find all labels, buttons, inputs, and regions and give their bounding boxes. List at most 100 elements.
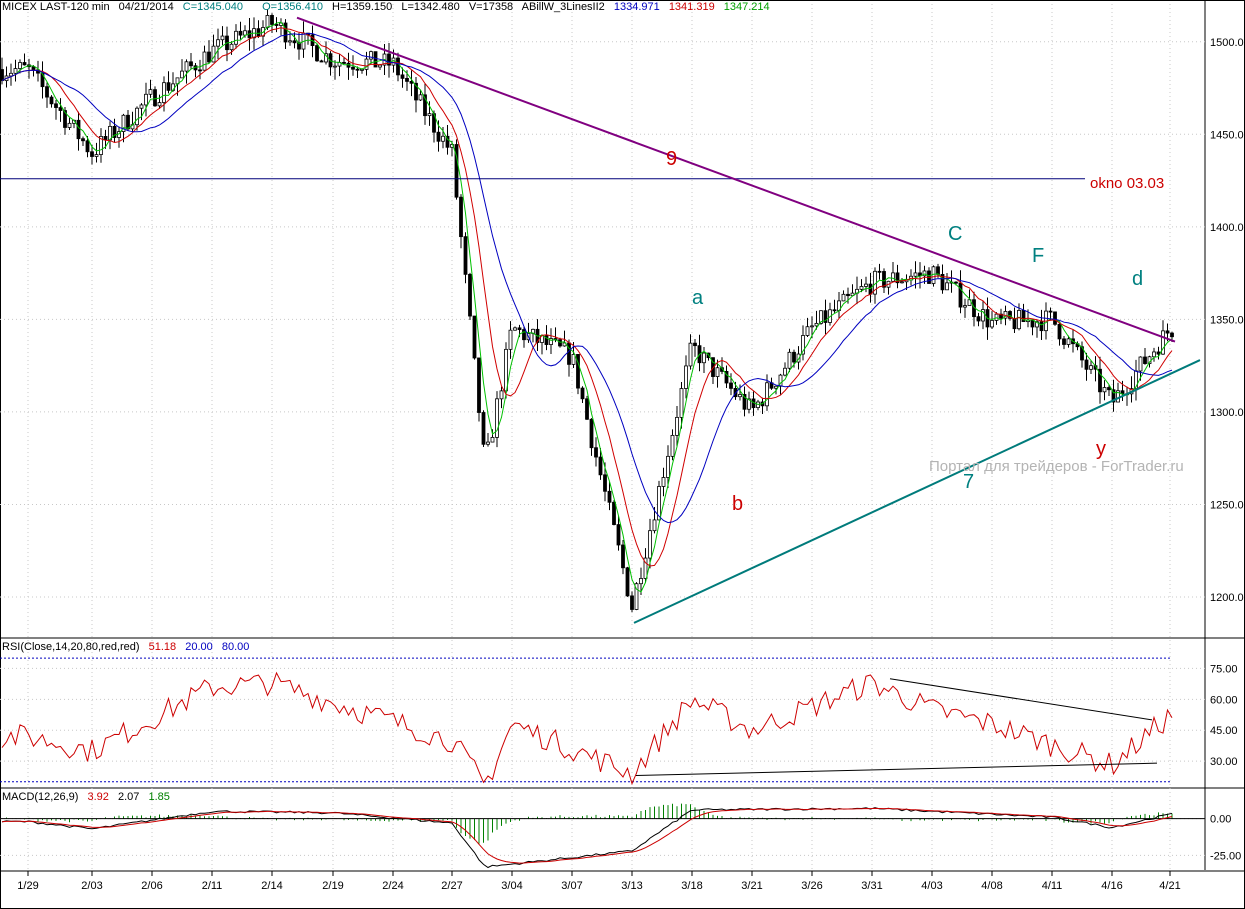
wave-d-label: d xyxy=(1132,268,1143,290)
price-candle-body xyxy=(895,272,900,284)
price-candle-body xyxy=(891,272,895,282)
price-candle-body xyxy=(882,271,886,288)
macd-label: MACD(12,26,9) xyxy=(2,791,79,803)
price-candle-body xyxy=(859,286,864,290)
price-candle-body xyxy=(126,114,130,130)
rsi-low-level: 20.00 xyxy=(185,641,213,653)
price-candle-body xyxy=(1143,356,1147,364)
price-candle-body xyxy=(153,89,157,107)
price-candle-body xyxy=(94,154,99,157)
price-candle-body xyxy=(715,367,720,377)
trendline-7 xyxy=(633,359,1201,624)
price-candle-body xyxy=(1138,356,1143,372)
price-candle-body xyxy=(1170,332,1174,338)
price-candle-body xyxy=(454,144,459,198)
price-candle-body xyxy=(544,335,549,345)
price-candle-body xyxy=(787,351,792,369)
price-tick-label: 1300.00 xyxy=(1210,407,1245,419)
time-tick-label: 2/24 xyxy=(382,880,403,892)
price-candle-body xyxy=(121,114,126,132)
price-candle-body xyxy=(549,338,553,345)
price-candle-body xyxy=(877,270,882,273)
price-candle-body xyxy=(598,456,603,476)
price-candle-body xyxy=(387,53,391,66)
price-candle-body xyxy=(1008,311,1012,319)
price-candle-body xyxy=(1089,365,1093,370)
price-candle-body xyxy=(913,272,918,277)
price-candle-body xyxy=(99,136,103,155)
price-tick-label: 1250.00 xyxy=(1210,499,1245,511)
price-candle-body xyxy=(594,447,598,458)
price-candle-body xyxy=(40,72,45,88)
price-candle-body xyxy=(189,61,193,67)
candles-group xyxy=(0,9,1174,613)
price-candle-body xyxy=(661,477,666,487)
wave-b-label: b xyxy=(732,493,743,515)
price-candle-body xyxy=(639,578,643,585)
price-candle-body xyxy=(499,390,504,400)
price-candle-body xyxy=(229,43,234,51)
price-candle-body xyxy=(162,82,166,103)
price-candle-body xyxy=(810,325,814,328)
price-header: MICEX LAST-120 min 04/21/2014 C=1345.040… xyxy=(2,1,776,13)
price-candle-body xyxy=(67,122,72,128)
price-candle-body xyxy=(103,136,108,141)
price-candle-body xyxy=(1098,368,1102,393)
price-candle-body xyxy=(0,69,4,82)
price-candle-body xyxy=(423,94,427,117)
price-candle-body xyxy=(940,274,945,291)
price-candle-body xyxy=(670,434,675,457)
price-candle-body xyxy=(652,519,657,532)
price-candle-body xyxy=(823,310,828,323)
price-candle-body xyxy=(355,68,360,71)
price-candle-body xyxy=(819,310,823,324)
indicator-value-1: 1334.971 xyxy=(613,1,660,13)
watermark-text: Портал для трейдеров - ForTrader.ru xyxy=(929,458,1184,475)
macd-signal-line xyxy=(1,807,1173,864)
price-candle-body xyxy=(283,22,288,43)
price-candle-body xyxy=(900,281,904,284)
price-candle-body xyxy=(184,61,189,72)
price-candle-body xyxy=(463,236,468,275)
price-candle-body xyxy=(207,51,211,63)
price-candle-body xyxy=(990,320,994,328)
price-tick-label: 1350.00 xyxy=(1210,314,1245,326)
price-candle-body xyxy=(936,266,940,275)
price-candle-body xyxy=(396,57,400,76)
price-candle-body xyxy=(630,595,634,610)
macd-histogram-group xyxy=(1,803,1173,844)
price-candle-body xyxy=(265,15,270,28)
time-tick-label: 2/11 xyxy=(202,880,223,892)
rsi-line xyxy=(1,671,1173,786)
price-candle-body xyxy=(625,567,630,597)
price-candle-body xyxy=(445,135,450,148)
price-tick-label: 1200.00 xyxy=(1210,592,1245,604)
price-candle-body xyxy=(270,15,274,25)
price-candle-body xyxy=(490,436,495,443)
price-candle-body xyxy=(981,309,985,322)
price-candle-body xyxy=(90,151,94,157)
price-candle-body xyxy=(243,30,247,36)
price-candle-body xyxy=(342,61,346,64)
price-candle-body xyxy=(958,282,963,308)
price-candle-body xyxy=(135,107,139,126)
price-candle-body xyxy=(333,65,337,68)
price-candle-body xyxy=(198,69,202,72)
ma-fast-line xyxy=(1,21,1173,593)
price-candle-body xyxy=(414,82,418,101)
time-tick-label: 2/14 xyxy=(261,880,282,892)
price-candle-body xyxy=(999,313,1003,319)
time-tick-label: 3/31 xyxy=(861,880,882,892)
price-candle-body xyxy=(373,51,378,68)
wave-F-label: F xyxy=(1032,245,1044,267)
price-tick-label: 1400.00 xyxy=(1210,222,1245,234)
price-candle-body xyxy=(45,86,49,98)
time-tick-label: 2/03 xyxy=(81,880,102,892)
price-candle-body xyxy=(612,501,616,525)
indicator-name: ABillW_3LinesII2 xyxy=(521,1,605,13)
wave-a-label: a xyxy=(692,287,704,309)
price-candle-body xyxy=(846,293,850,297)
price-candle-body xyxy=(922,270,927,277)
time-tick-label: 3/26 xyxy=(801,880,822,892)
